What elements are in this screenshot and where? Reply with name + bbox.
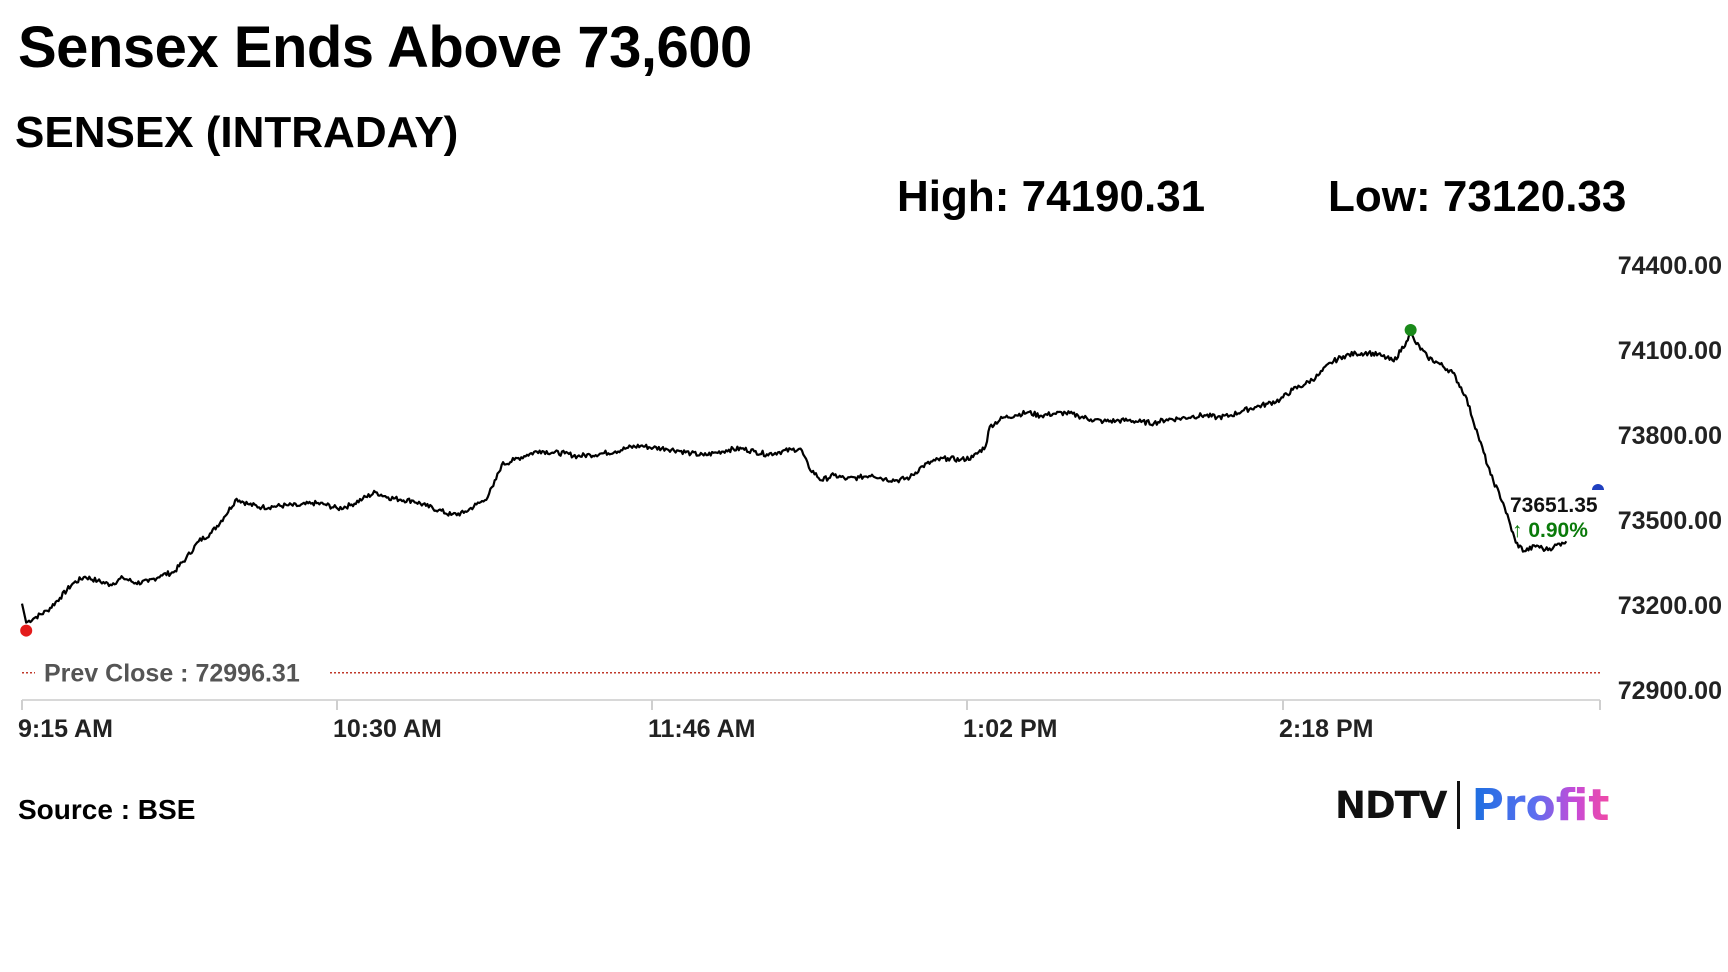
logo-ndtv-text: NDTV [1335,783,1448,827]
x-tick-label: 2:18 PM [1279,715,1373,743]
high-marker [1404,324,1417,336]
x-axis: 9:15 AM 10:30 AM 11:46 AM 1:02 PM 2:18 PM [18,699,1601,743]
markers-group: 73651.35↑ 0.90% [20,324,1604,637]
headline: Sensex Ends Above 73,600 [18,15,752,80]
y-tick-label: 73800.00 [1618,422,1722,450]
x-tick-label: 9:15 AM [18,715,113,743]
logo-profit-text: Profit [1471,779,1610,831]
prev-close-line-group: Prev Close : 72996.31 [22,660,1600,688]
ndtv-profit-logo: NDTV Profit [1335,775,1609,835]
low-value: Low: 73120.33 [1328,172,1627,221]
y-tick-label: 73500.00 [1618,507,1722,535]
y-tick-label: 72900.00 [1618,677,1722,705]
prev-close-label: Prev Close : 72996.31 [44,660,300,688]
chart-subtitle: SENSEX (INTRADAY) [15,108,459,157]
x-tick-label: 1:02 PM [963,715,1057,743]
y-tick-label: 74100.00 [1618,337,1722,365]
x-tick-label: 10:30 AM [333,715,442,743]
series-group [20,331,1568,624]
y-axis: 74400.00 74100.00 73800.00 73500.00 73200.00… [1618,252,1722,705]
high-value: High: 74190.31 [897,172,1206,221]
sensex-series-line [20,331,1568,624]
change-percent-label: ↑ 0.90% [1512,519,1588,542]
x-tick-label: 11:46 AM [648,715,755,743]
current-value-marker [1592,484,1604,490]
logo-divider [1456,781,1460,829]
source-label: Source : BSE [18,794,196,825]
y-tick-label: 73200.00 [1618,592,1722,620]
last-value-label: 73651.35 [1510,494,1598,517]
low-marker [20,624,33,637]
y-tick-label: 74400.00 [1618,252,1722,280]
intraday-chart: 74400.00 74100.00 73800.00 73500.00 73200.00… [18,252,1722,743]
